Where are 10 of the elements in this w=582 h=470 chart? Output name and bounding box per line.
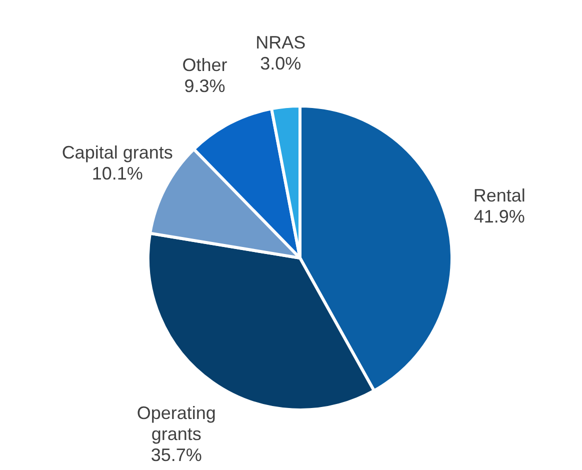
slice-label: Capital grants bbox=[62, 142, 173, 162]
data-label: 41.9% bbox=[474, 206, 525, 227]
slice-label: Rental bbox=[473, 186, 526, 206]
data-label: 10.1% bbox=[92, 163, 143, 184]
slice-label: NRAS bbox=[256, 32, 306, 52]
slice-label: Other bbox=[182, 54, 228, 75]
data-label: 9.3% bbox=[184, 76, 226, 96]
slice-label: Operating grants bbox=[136, 402, 216, 444]
data-label: 3.0% bbox=[260, 53, 302, 74]
data-label: 35.7% bbox=[150, 444, 202, 465]
